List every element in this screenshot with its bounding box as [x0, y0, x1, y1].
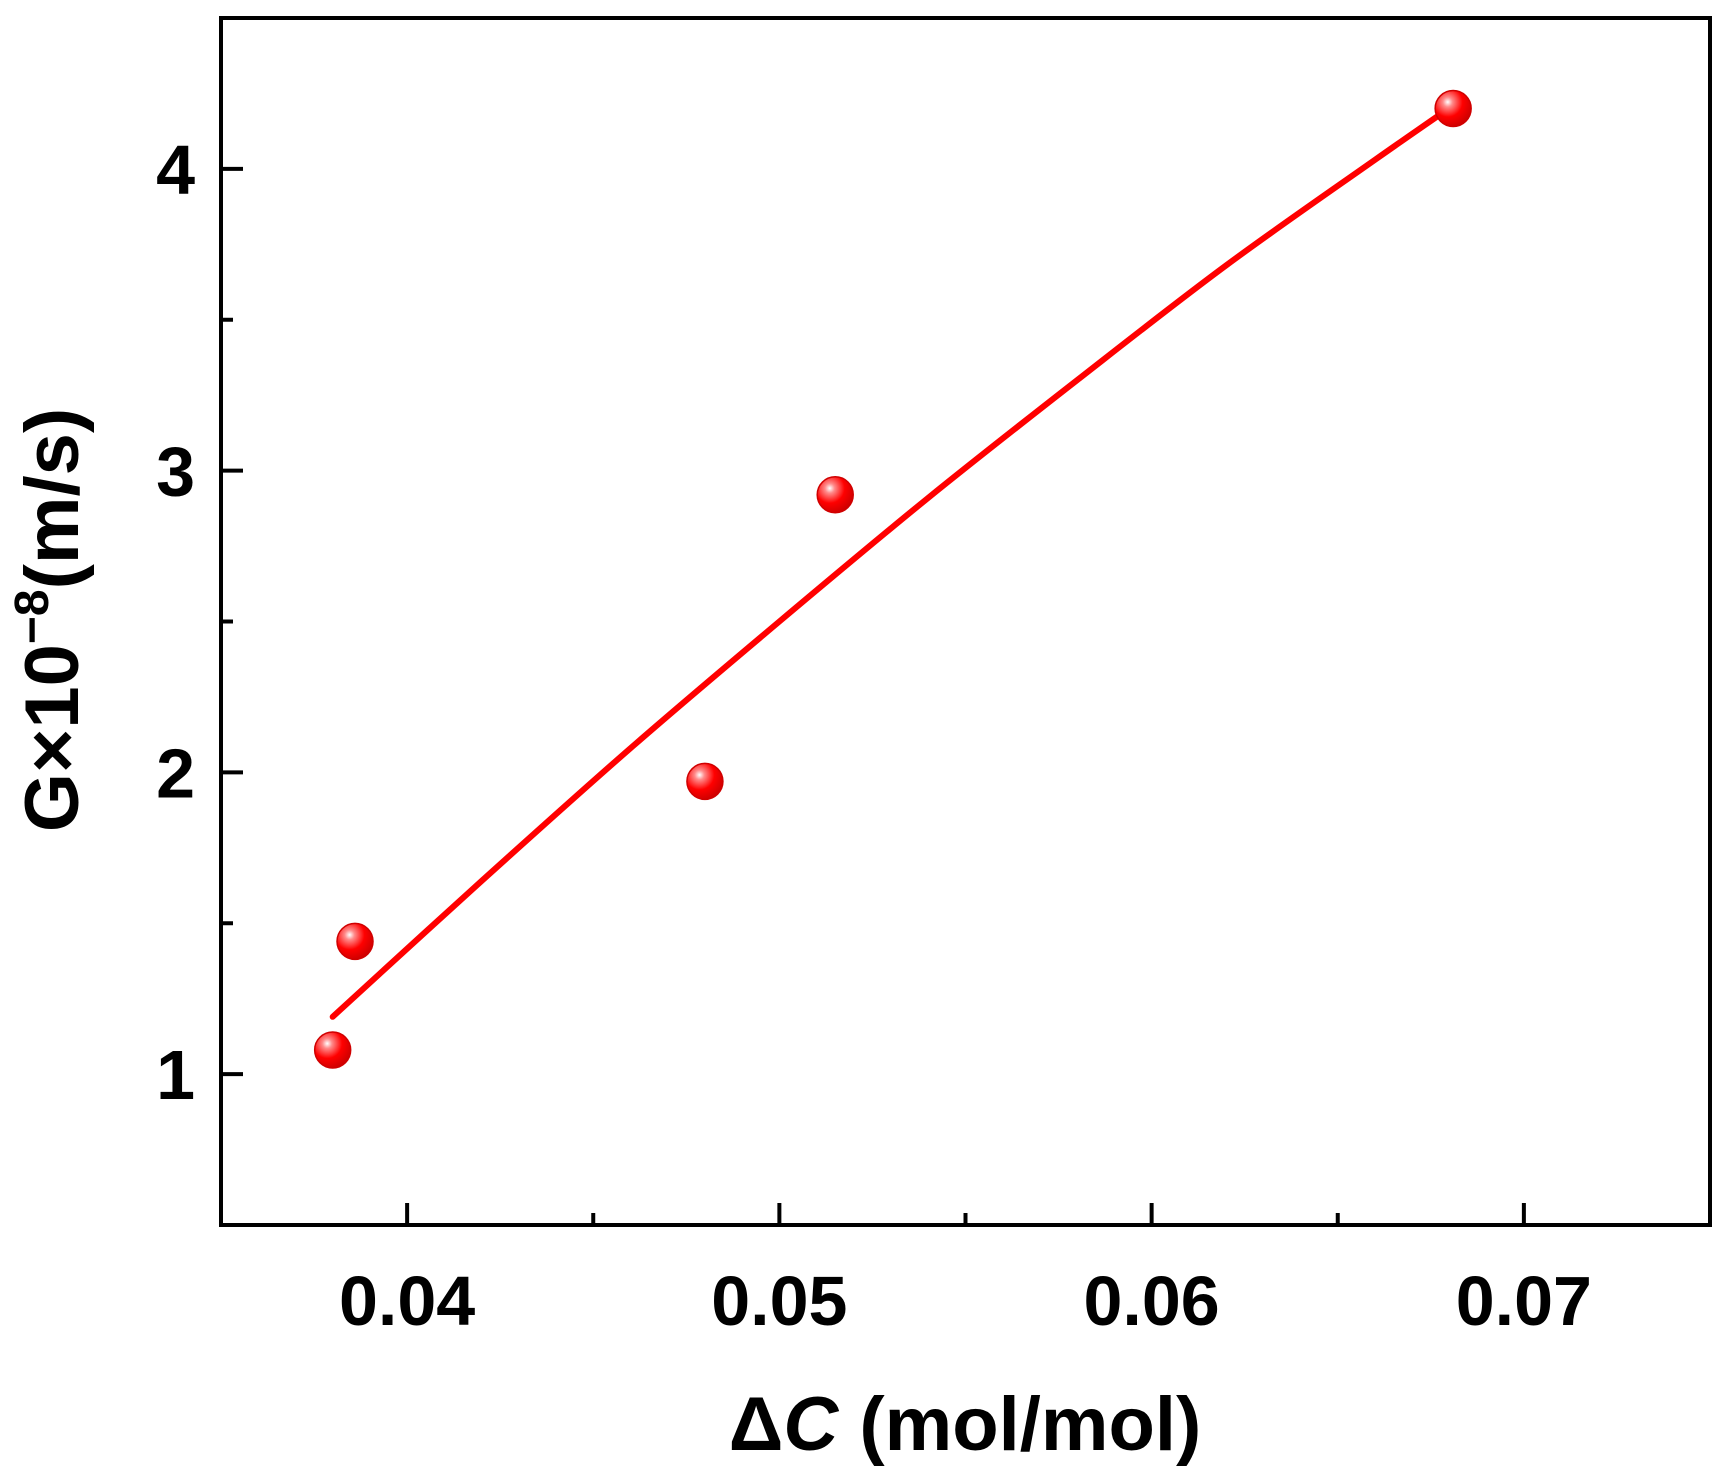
data-point	[336, 922, 374, 961]
x-axis-title-variable: C	[783, 1382, 839, 1467]
points-layer	[313, 89, 1472, 1069]
x-tick-label: 0.07	[1456, 1262, 1592, 1340]
x-tick-label: 0.05	[711, 1262, 847, 1340]
fit-layer	[329, 102, 1457, 1020]
plot-frame	[219, 16, 1712, 1227]
y-axis-title-base: G×10	[10, 644, 95, 832]
y-axis-title-exponent: −8	[6, 589, 59, 644]
data-point	[313, 1031, 352, 1069]
fit-curve	[329, 102, 1457, 1020]
y-axis-title-unit: (m/s)	[10, 408, 95, 590]
x-axis-title-symbol: Δ	[729, 1382, 784, 1467]
x-tick-label: 0.06	[1084, 1262, 1220, 1340]
data-point	[1434, 89, 1472, 128]
y-tick-label: 4	[156, 131, 195, 209]
x-axis-title: ΔC (mol/mol)	[729, 1382, 1202, 1467]
data-point	[816, 476, 854, 514]
x-tick-label: 0.04	[339, 1262, 475, 1340]
data-point	[686, 762, 724, 801]
x-axis-title-unit: (mol/mol)	[838, 1382, 1201, 1467]
y-axis-title: G×10−8(m/s)	[6, 408, 95, 832]
labels-layer: 0.04 0.05 0.06 0.07 1 2 3 4	[156, 131, 1592, 1340]
ticks-layer	[221, 166, 1526, 1225]
y-tick-label: 3	[156, 433, 195, 511]
y-tick-label: 2	[156, 734, 195, 812]
y-tick-label: 1	[156, 1036, 195, 1114]
